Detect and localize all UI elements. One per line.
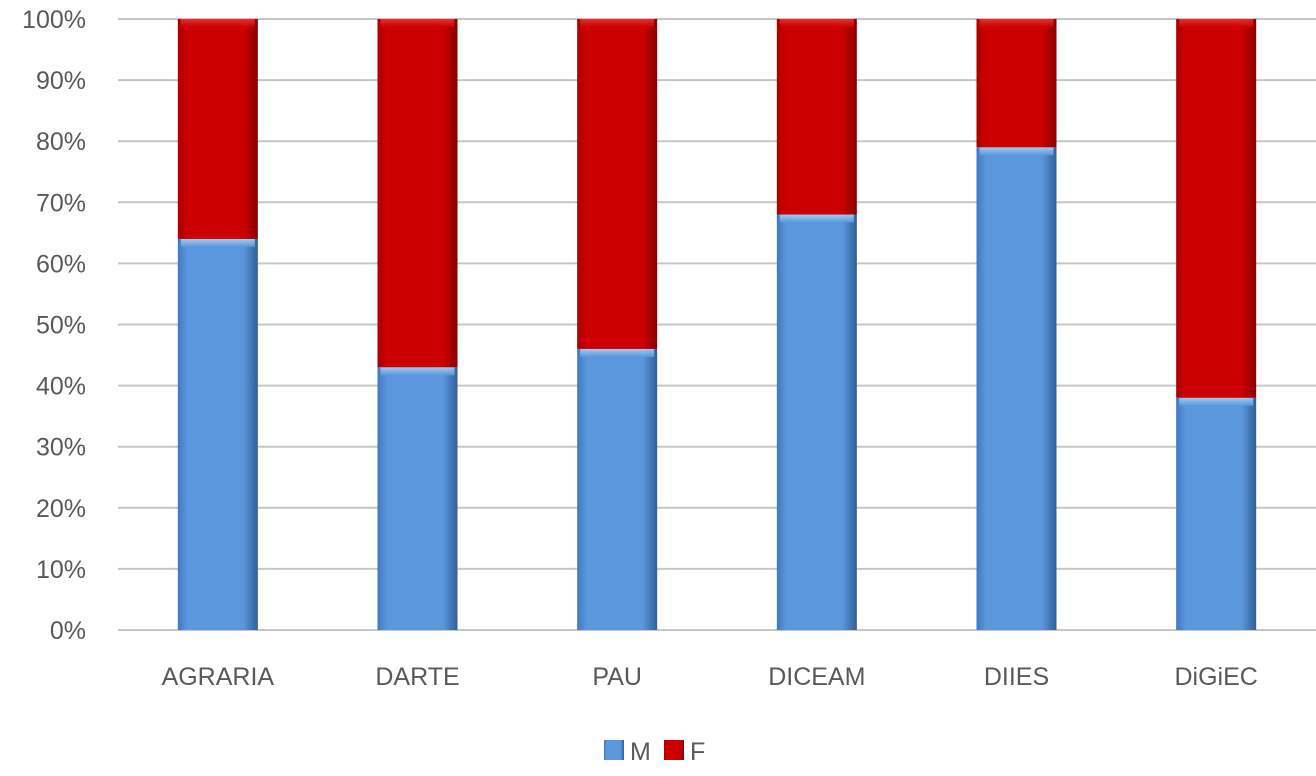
bar-m-digiec-bevel (1179, 397, 1254, 406)
bar-m-digiec (1176, 397, 1257, 630)
x-tick-label: DiGiEC (1174, 663, 1257, 691)
legend-label-m: M (630, 738, 651, 766)
bar-f-pau (577, 19, 658, 349)
bar-m-darte-bevel (380, 367, 455, 376)
bar-f-agraria-bevel (180, 19, 255, 27)
legend-label-f: F (690, 738, 705, 766)
bar-f-darte (377, 19, 458, 368)
bar-f-pau-bevel (580, 19, 655, 27)
x-tick-label: DICEAM (768, 663, 865, 691)
y-tick-label: 90% (36, 67, 86, 95)
bar-f-digiec-bevel (1179, 19, 1254, 27)
bar-m-pau-bevel (580, 348, 655, 357)
y-tick-label: 60% (36, 250, 86, 278)
x-tick-label: DARTE (375, 663, 459, 691)
y-tick-label: 10% (36, 556, 86, 584)
bar-f-diceam-bevel (779, 19, 854, 27)
bar-m-agraria (177, 238, 258, 630)
legend-swatch-m (604, 740, 624, 760)
x-axis-tick-labels: AGRARIA DARTE PAU DICEAM DIIES DiGiEC (162, 663, 1258, 691)
y-tick-label: 70% (36, 189, 86, 217)
x-tick-label: AGRARIA (162, 663, 275, 691)
y-tick-label: 50% (36, 312, 86, 340)
bar-m-diies-bevel (979, 147, 1054, 156)
bar-m-agraria-bevel (180, 238, 255, 247)
y-tick-label: 20% (36, 495, 86, 523)
y-tick-label: 40% (36, 373, 86, 401)
bar-m-diceam-bevel (779, 214, 854, 223)
bar-f-diceam (776, 19, 857, 215)
x-tick-label: DIIES (984, 663, 1049, 691)
y-tick-label: 30% (36, 434, 86, 462)
y-tick-label: 100% (22, 6, 86, 34)
bar-m-diies (976, 147, 1057, 630)
bars (177, 19, 1257, 630)
bar-f-agraria (177, 19, 258, 239)
bar-m-darte (377, 367, 458, 630)
x-tick-label: PAU (592, 663, 642, 691)
bar-f-darte-bevel (380, 19, 455, 27)
bar-f-digiec (1176, 19, 1257, 398)
bar-m-diceam (776, 214, 857, 630)
bar-f-diies (976, 19, 1057, 148)
gridlines (118, 18, 1316, 631)
y-axis-tick-labels: 0% 10% 20% 30% 40% 50% 60% 70% 80% 90% 100% (22, 6, 86, 645)
y-tick-label: 80% (36, 128, 86, 156)
bar-m-pau (577, 348, 658, 630)
bar-f-diies-bevel (979, 19, 1054, 27)
legend-swatch-f (664, 740, 684, 760)
y-tick-label: 0% (50, 617, 86, 645)
